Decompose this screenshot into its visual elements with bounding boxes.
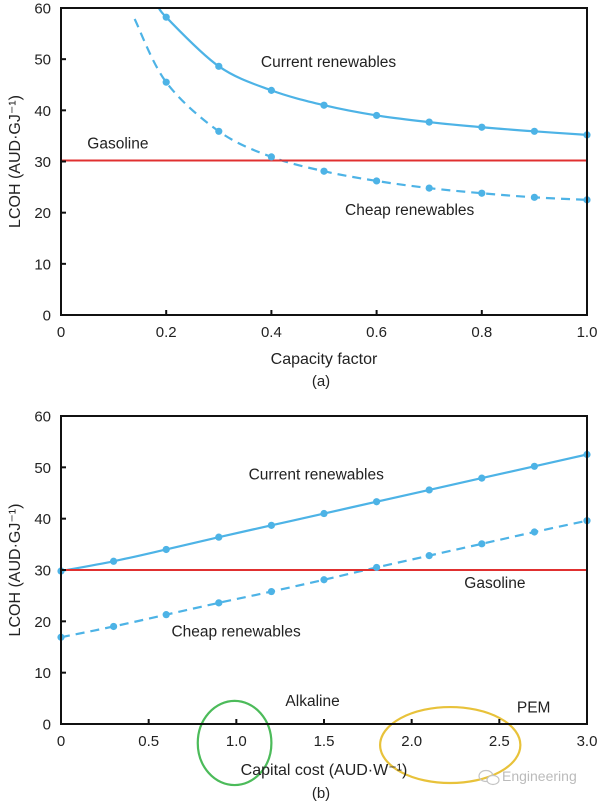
data-point-cheap-renewables (267, 153, 275, 161)
watermark: Engineering (478, 768, 577, 786)
data-point-cheap-renewables (373, 563, 381, 572)
annotation-alkaline: Alkaline (285, 693, 339, 710)
y-axis-title: LCOH (AUD·GJ⁻¹) (7, 504, 24, 637)
chart-panel-b: 0 0.5 1.0 1.5 2.0 2.5 3.0 0 10 20 30 40 50 60 Capital … (7, 409, 597, 803)
y-tick-label: 10 (34, 665, 51, 682)
y-tick-label: 30 (34, 563, 51, 580)
annotation-pem: PEM (517, 700, 551, 717)
series-line-cheap-renewables (133, 18, 587, 201)
data-point-current-renewables (320, 101, 328, 109)
y-tick-label: 50 (34, 52, 51, 69)
data-point-current-renewables (320, 509, 328, 518)
data-point-current-renewables (373, 111, 381, 120)
y-tick-label: 60 (34, 1, 51, 18)
annotation-current-renewables: Current renewables (261, 54, 397, 71)
x-tick-label: 2.0 (401, 733, 422, 750)
data-point-current-renewables (478, 474, 486, 482)
y-tick-label: 20 (34, 614, 51, 631)
data-point-current-renewables (478, 123, 486, 131)
data-point-cheap-renewables (215, 127, 223, 135)
x-tick-label: 0 (57, 324, 65, 341)
series-group (61, 8, 587, 201)
y-tick-label: 60 (34, 409, 51, 426)
data-point-current-renewables (425, 486, 433, 494)
data-point-current-renewables (110, 557, 118, 565)
x-tick-label: 1.0 (226, 733, 247, 750)
x-tick-label: 2.5 (489, 733, 510, 750)
wechat-icon (478, 769, 500, 786)
x-tick-label: 0.6 (366, 324, 387, 341)
series-line-cheap-renewables (61, 519, 587, 639)
data-point-cheap-renewables (373, 177, 381, 185)
data-point-current-renewables (215, 62, 223, 70)
data-point-cheap-renewables (478, 189, 486, 197)
chart-panel-a: 0 0.2 0.4 0.6 0.8 1.0 0 10 20 30 40 50 60 Capacity fa… (7, 1, 597, 391)
x-tick-label: 3.0 (577, 733, 598, 750)
data-point-cheap-renewables (425, 184, 433, 192)
data-point-cheap-renewables (110, 622, 118, 631)
data-point-current-renewables (373, 498, 381, 506)
series-line-current-renewables (157, 8, 587, 136)
annotation-cheap-renewables: Cheap renewables (171, 624, 301, 641)
annotation-current-renewables: Current renewables (249, 467, 385, 484)
x-tick-label: 1.0 (577, 324, 598, 341)
panel-label: (a) (312, 373, 330, 390)
data-point-cheap-renewables (267, 587, 275, 596)
highlight-pem (379, 705, 522, 785)
x-axis-title: Capacity factor (271, 351, 378, 368)
y-tick-label: 40 (34, 103, 51, 120)
annotation-gasoline: Gasoline (87, 136, 148, 153)
data-point-current-renewables (530, 462, 539, 470)
data-point-current-renewables (267, 521, 275, 529)
annotation-gasoline: Gasoline (464, 575, 525, 592)
data-point-cheap-renewables (162, 611, 170, 619)
data-point-cheap-renewables (320, 167, 328, 175)
x-axis-title: Capital cost (AUD·W⁻¹) (241, 762, 408, 779)
data-point-current-renewables (162, 13, 170, 21)
x-tick-label: 0.4 (261, 324, 282, 341)
y-axis-title: LCOH (AUD·GJ⁻¹) (7, 95, 24, 228)
y-tick-label: 50 (34, 460, 51, 477)
data-point-cheap-renewables (215, 599, 223, 607)
data-point-cheap-renewables (530, 528, 539, 536)
y-tick-label: 0 (43, 308, 51, 325)
data-point-current-renewables (162, 545, 170, 554)
x-tick-label: 0 (57, 733, 65, 750)
data-point-cheap-renewables (478, 540, 486, 548)
data-point-cheap-renewables (162, 78, 170, 86)
highlight-alkaline (196, 699, 273, 787)
y-tick-label: 40 (34, 511, 51, 528)
watermark-text: Engineering (502, 768, 577, 784)
y-tick-label: 20 (34, 205, 51, 222)
x-tick-label: 1.5 (314, 733, 335, 750)
data-point-current-renewables (215, 533, 223, 541)
data-point-cheap-renewables (530, 193, 539, 201)
x-tick-label: 0.5 (138, 733, 159, 750)
y-tick-label: 30 (34, 154, 51, 171)
data-point-current-renewables (530, 127, 539, 135)
data-point-current-renewables (267, 86, 275, 94)
panel-label: (b) (312, 785, 330, 802)
data-point-current-renewables (425, 118, 433, 126)
data-point-cheap-renewables (425, 552, 433, 560)
y-tick-label: 10 (34, 256, 51, 273)
x-tick-label: 0.8 (471, 324, 492, 341)
data-point-cheap-renewables (320, 576, 328, 584)
annotation-cheap-renewables: Cheap renewables (345, 202, 475, 219)
x-tick-label: 0.2 (156, 324, 177, 341)
y-tick-label: 0 (43, 717, 51, 734)
